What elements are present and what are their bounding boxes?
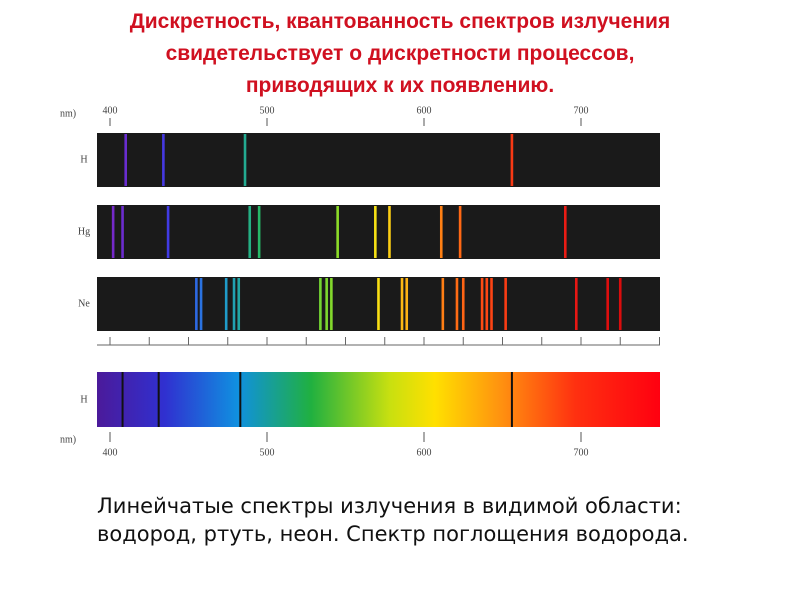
emission-line [405, 278, 409, 330]
spectra-figure: nm) nm) 400 400 500 500 600 600 700 700 H Hg Ne H [60, 105, 660, 458]
title-line: свидетельствует о дискретности процессов… [165, 42, 635, 65]
emission-line [439, 206, 443, 258]
emission-line [243, 134, 247, 186]
emission-line [237, 278, 241, 330]
emission-line [618, 278, 622, 330]
spectrum-band [97, 133, 660, 187]
emission-line [162, 134, 165, 186]
emission-line [510, 134, 514, 186]
emission-line [490, 278, 493, 330]
emission-line [224, 278, 228, 330]
emission-line [124, 134, 127, 186]
emission-line [195, 278, 198, 330]
tick-label: 500 [260, 105, 275, 116]
emission-line [461, 278, 465, 330]
element-label: H [80, 154, 87, 165]
emission-line [319, 278, 322, 330]
tick-label: 500 [260, 447, 275, 458]
tick-label: 700 [574, 447, 589, 458]
emission-line [121, 206, 124, 258]
absorption-line [121, 372, 124, 427]
emission-line [330, 278, 333, 330]
caption-line: Линейчатые спектры излучения в видимой о… [97, 494, 682, 518]
emission-line [257, 206, 261, 258]
element-label: Hg [78, 226, 90, 237]
emission-line [504, 278, 507, 330]
emission-line [166, 206, 170, 258]
unit-label: nm) [60, 108, 76, 119]
emission-line [336, 206, 339, 258]
emission-line [564, 206, 567, 258]
absorption-line [239, 372, 242, 427]
emission-line [400, 278, 404, 330]
emission-line [388, 206, 391, 258]
emission-line [441, 278, 445, 330]
emission-line [377, 278, 380, 330]
element-label: Ne [78, 298, 90, 309]
tick-label: 400 [103, 447, 118, 458]
emission-line [111, 206, 115, 258]
emission-line [574, 278, 578, 330]
emission-line [325, 278, 328, 330]
tick-label: 600 [417, 105, 432, 116]
element-label: H [80, 394, 87, 405]
spectrum-band [97, 205, 660, 259]
tick-label: 700 [574, 105, 589, 116]
emission-line [458, 206, 462, 258]
emission-line [232, 278, 236, 330]
title-line: приводящих к их появлению. [245, 74, 555, 97]
absorption-band [97, 372, 660, 427]
absorption-line [510, 372, 513, 427]
unit-label: nm) [60, 434, 76, 445]
emission-line [606, 278, 609, 330]
emission-line [248, 206, 252, 258]
emission-line [455, 278, 459, 330]
caption-line: водород, ртуть, неон. Спектр поглощения … [97, 522, 689, 546]
tick-label: 400 [103, 105, 118, 116]
emission-line [199, 278, 203, 330]
emission-line [374, 206, 377, 258]
title-line: Дискретность, квантованность спектров из… [129, 10, 671, 33]
tick-label: 600 [417, 447, 432, 458]
absorption-line [157, 372, 160, 427]
emission-line [485, 278, 489, 330]
emission-line [480, 278, 484, 330]
